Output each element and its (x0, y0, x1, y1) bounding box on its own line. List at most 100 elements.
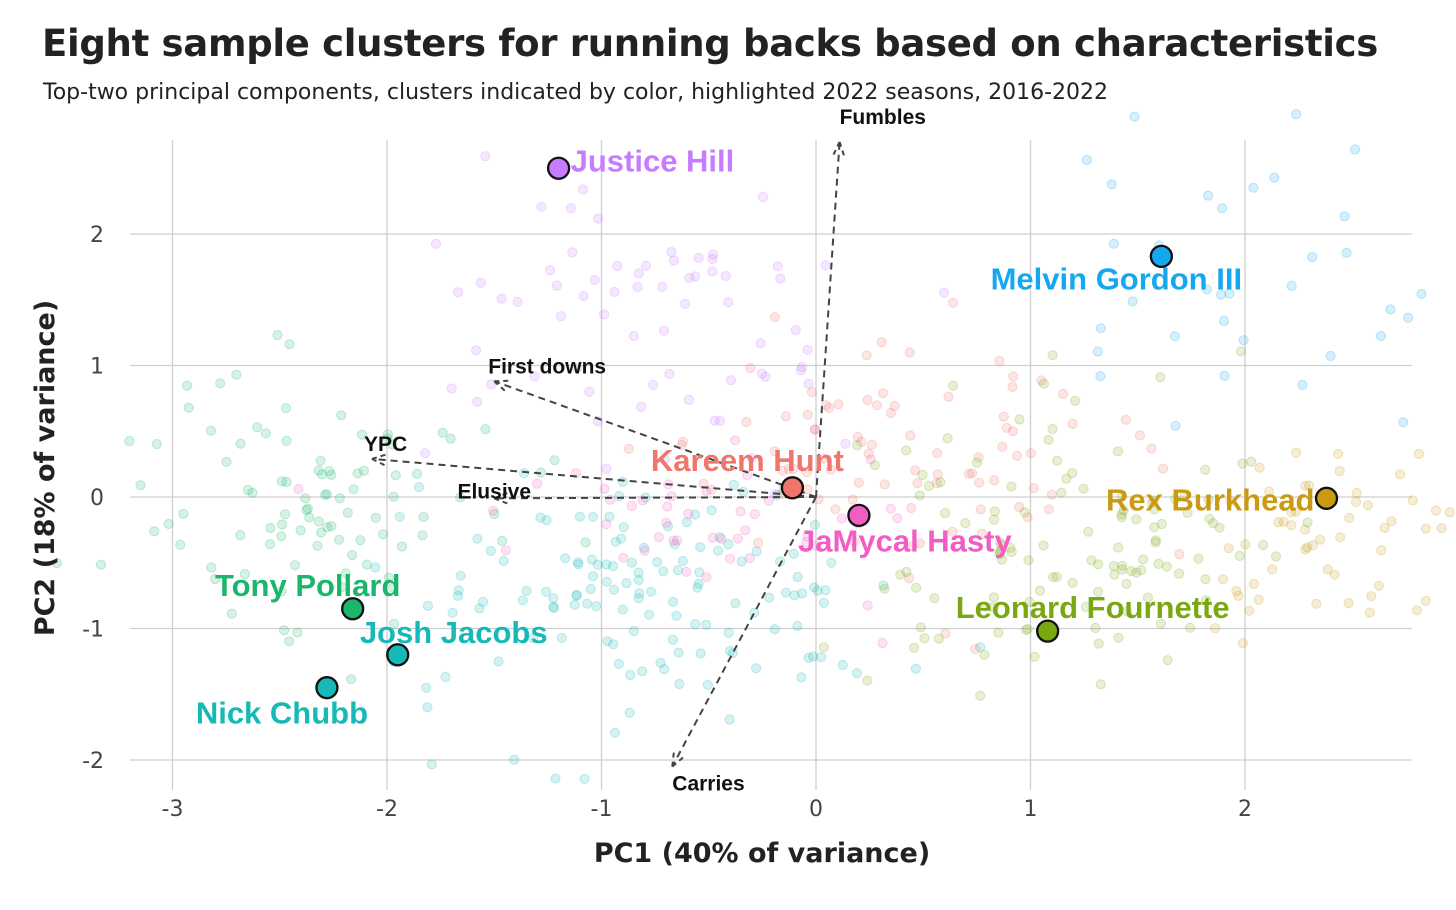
loading-label: YPC (364, 433, 407, 456)
background-point (932, 469, 944, 480)
background-point (411, 468, 423, 479)
background-point (445, 433, 456, 444)
background-point (509, 754, 520, 765)
background-point (420, 448, 431, 459)
background-point (640, 260, 652, 271)
background-point (1364, 607, 1375, 618)
background-point (997, 441, 1008, 452)
background-point (352, 468, 363, 479)
background-point (644, 609, 655, 620)
background-point (578, 184, 589, 195)
background-point (621, 578, 632, 589)
background-point (724, 714, 735, 725)
background-point (1264, 486, 1275, 497)
background-point (728, 479, 739, 490)
background-point (580, 537, 591, 548)
background-point (775, 273, 786, 284)
background-point (751, 663, 762, 674)
background-point (390, 470, 401, 481)
highlighted-point (546, 156, 571, 180)
background-point (692, 582, 703, 593)
background-point (276, 586, 287, 597)
background-point (422, 600, 433, 612)
background-point (652, 557, 663, 568)
background-point (1108, 238, 1120, 249)
background-point (498, 555, 509, 567)
background-point (809, 424, 821, 435)
background-point (1219, 370, 1230, 381)
background-point (1210, 623, 1221, 634)
background-point (1011, 450, 1023, 461)
background-point (695, 648, 706, 659)
background-point (528, 633, 539, 644)
loading-arrowhead (838, 141, 846, 158)
background-point (289, 560, 301, 571)
background-point (821, 400, 832, 411)
background-point (803, 378, 814, 389)
background-point (658, 566, 669, 577)
background-point (493, 656, 504, 667)
background-point (1403, 312, 1414, 323)
highlighted-point (1036, 619, 1060, 643)
background-point (626, 557, 638, 568)
loading-label: First downs (488, 355, 606, 378)
background-point (979, 649, 990, 660)
background-point (1052, 455, 1063, 466)
background-point (833, 399, 844, 410)
background-point (1339, 211, 1350, 222)
highlighted-point (847, 503, 871, 528)
background-point (662, 521, 674, 532)
background-point (1270, 551, 1282, 562)
background-point (1218, 574, 1229, 585)
background-point (591, 601, 602, 612)
background-point (818, 597, 829, 608)
background-point (1078, 483, 1089, 494)
background-point (1157, 463, 1169, 474)
background-point (1046, 489, 1057, 500)
background-point (744, 553, 755, 564)
background-point (320, 489, 331, 500)
background-point (672, 565, 684, 576)
background-point (387, 439, 398, 450)
background-point (931, 478, 942, 489)
background-point (1169, 331, 1180, 342)
background-point (346, 674, 357, 685)
player-label: Josh Jacobs (360, 615, 548, 650)
background-point (933, 633, 945, 644)
loading-arrows: Fumbles First downs YPC Elusive Carries (364, 106, 926, 796)
background-point (861, 350, 872, 361)
background-point (1351, 487, 1362, 499)
background-point (607, 561, 619, 572)
background-point (802, 344, 813, 355)
x-tick-label: -1 (591, 797, 613, 822)
background-point (998, 411, 1009, 422)
background-point (909, 642, 920, 653)
background-point (708, 249, 719, 260)
background-point (707, 253, 718, 265)
background-point (633, 593, 644, 604)
background-point (963, 468, 975, 479)
background-point (973, 452, 984, 463)
background-point (1131, 567, 1142, 578)
background-point (777, 465, 788, 476)
background-point (1278, 516, 1289, 528)
background-point (601, 576, 612, 587)
background-point (1150, 537, 1161, 548)
background-point (662, 501, 673, 512)
background-point (976, 528, 988, 539)
background-point (1067, 418, 1078, 429)
background-point (388, 491, 399, 502)
background-point (994, 549, 1005, 560)
background-point (942, 433, 953, 444)
background-point (849, 536, 860, 547)
background-point (1329, 569, 1340, 580)
background-point (988, 602, 999, 613)
background-point (1444, 507, 1455, 518)
background-point (885, 407, 896, 419)
background-point (789, 590, 800, 601)
background-point (276, 531, 287, 542)
background-point (1291, 447, 1302, 458)
background-point (1248, 578, 1260, 590)
highlighted-point (1149, 244, 1173, 269)
background-point (593, 213, 604, 224)
